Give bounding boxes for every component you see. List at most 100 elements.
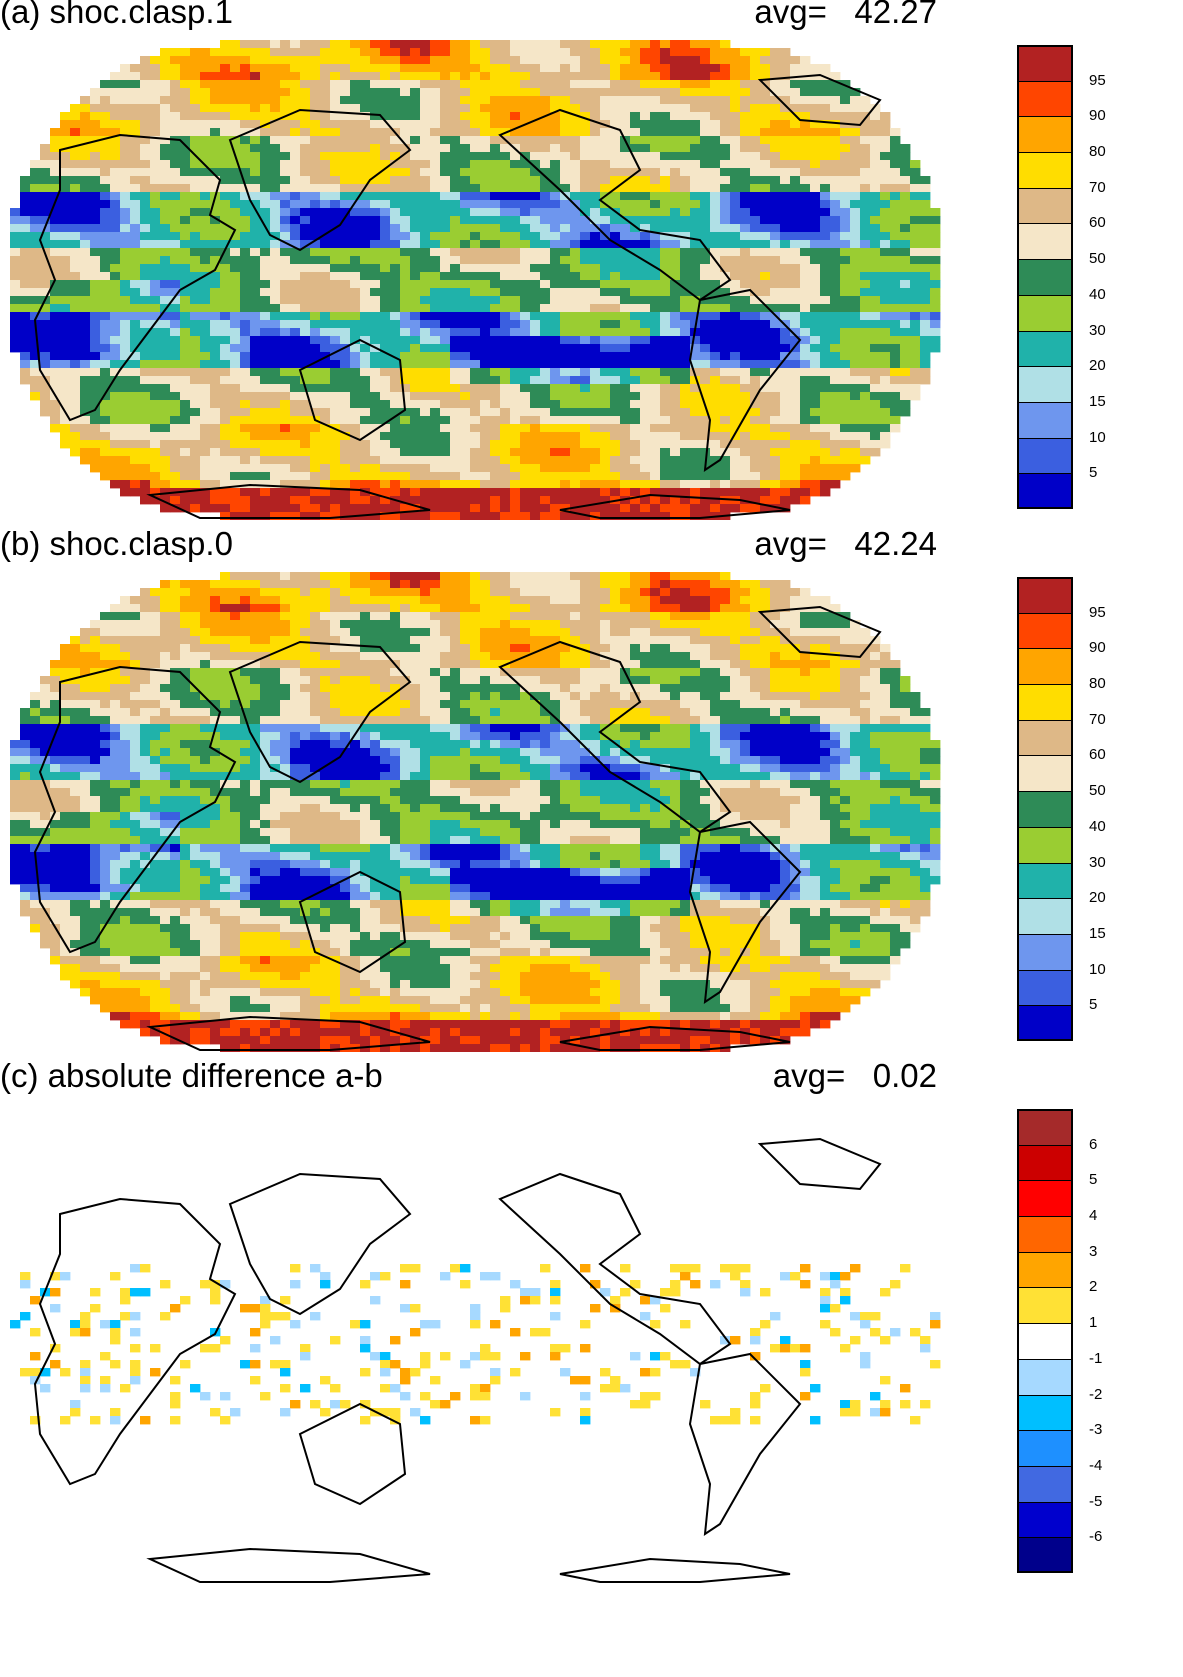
grid-cell [450, 280, 461, 289]
grid-cell [440, 144, 451, 153]
grid-cell [830, 280, 841, 289]
grid-cell [240, 296, 251, 305]
grid-cell [820, 128, 831, 137]
grid-cell [840, 88, 851, 97]
grid-cell [820, 448, 831, 457]
grid-cell [380, 96, 391, 105]
grid-cell [130, 288, 141, 297]
grid-cell [800, 264, 811, 273]
grid-cell [460, 88, 471, 97]
grid-cell [270, 488, 281, 497]
grid-cell [10, 336, 21, 345]
grid-cell [840, 240, 851, 249]
grid-cell [770, 248, 781, 257]
grid-cell [230, 224, 241, 233]
grid-cell [70, 448, 81, 457]
grid-cell [370, 328, 381, 337]
grid-cell [230, 496, 241, 505]
grid-cell [610, 480, 621, 489]
grid-cell [160, 504, 171, 513]
grid-cell [340, 152, 351, 161]
grid-cell [20, 272, 31, 281]
grid-cell [570, 472, 581, 481]
grid-cell [350, 144, 361, 153]
grid-cell [330, 160, 341, 169]
grid-cell [580, 184, 591, 193]
grid-cell [200, 192, 211, 201]
grid-cell [740, 392, 751, 401]
grid-cell [610, 264, 621, 273]
grid-cell [780, 344, 791, 353]
grid-cell [650, 312, 661, 321]
grid-cell [810, 328, 821, 337]
grid-cell [130, 360, 141, 369]
grid-cell [40, 408, 51, 417]
grid-cell [670, 240, 681, 249]
grid-cell [810, 240, 821, 249]
grid-cell [210, 376, 221, 385]
grid-cell [80, 288, 91, 297]
grid-cell [750, 272, 761, 281]
grid-cell [170, 360, 181, 369]
grid-cell [500, 440, 511, 449]
grid-cell [220, 328, 231, 337]
grid-cell [750, 280, 761, 289]
grid-cell [540, 160, 551, 169]
grid-cell [890, 416, 901, 425]
grid-cell [30, 200, 41, 209]
grid-cell [500, 400, 511, 409]
grid-cell [450, 224, 461, 233]
grid-cell [340, 384, 351, 393]
grid-cell [430, 312, 441, 321]
grid-cell [500, 216, 511, 225]
grid-cell [720, 416, 731, 425]
grid-cell [830, 176, 841, 185]
grid-cell [250, 248, 261, 257]
grid-cell [180, 176, 191, 185]
grid-cell [380, 256, 391, 265]
grid-cell [350, 440, 361, 449]
grid-cell [820, 400, 831, 409]
grid-cell [100, 472, 111, 481]
grid-cell [810, 80, 821, 89]
grid-cell [570, 152, 581, 161]
grid-cell [90, 312, 101, 321]
grid-cell [270, 232, 281, 241]
grid-cell [650, 328, 661, 337]
grid-cell [290, 104, 301, 113]
grid-cell [870, 432, 881, 441]
grid-cell [740, 88, 751, 97]
grid-cell [680, 240, 691, 249]
grid-cell [430, 304, 441, 313]
grid-cell [10, 344, 21, 353]
grid-cell [170, 152, 181, 161]
grid-cell [810, 88, 821, 97]
grid-cell [80, 432, 91, 441]
grid-cell [380, 496, 391, 505]
grid-cell [190, 408, 201, 417]
grid-cell [180, 64, 191, 73]
grid-cell [450, 312, 461, 321]
grid-cell [460, 168, 471, 177]
grid-cell [760, 232, 771, 241]
grid-cell [110, 376, 121, 385]
grid-cell [510, 288, 521, 297]
grid-cell [440, 488, 451, 497]
grid-cell [480, 192, 491, 201]
grid-cell [910, 232, 921, 241]
grid-cell [240, 280, 251, 289]
grid-cell [760, 128, 771, 137]
grid-cell [520, 264, 531, 273]
grid-cell [490, 312, 501, 321]
avg-label: avg= [754, 0, 827, 30]
grid-cell [620, 312, 631, 321]
grid-cell [900, 256, 911, 265]
grid-cell [810, 320, 821, 329]
grid-cell [410, 216, 421, 225]
grid-cell [510, 232, 521, 241]
grid-cell [20, 216, 31, 225]
grid-cell [470, 392, 481, 401]
grid-cell [370, 392, 381, 401]
grid-cell [690, 184, 701, 193]
grid-cell [350, 400, 361, 409]
